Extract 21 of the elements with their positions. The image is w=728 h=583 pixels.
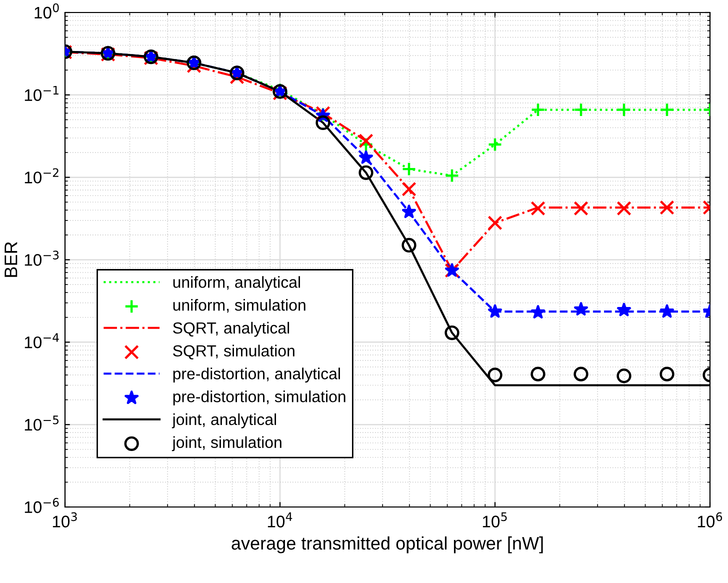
x-axis-title: average transmitted optical power [nW]	[232, 536, 543, 554]
x-tick-label: 10$^{5}$	[482, 512, 507, 528]
y-axis-title: BER	[4, 242, 18, 277]
y-tick-label: 10$^{−6}$	[24, 498, 59, 514]
legend-label: SQRT, simulation	[173, 344, 294, 360]
y-tick-label: 10$^{−3}$	[24, 250, 59, 266]
legend-label: joint, simulation	[172, 436, 282, 452]
y-tick-label: 10$^{−2}$	[24, 168, 58, 184]
y-tick-label: 10$^{0}$	[34, 3, 59, 19]
legend-label: uniform, simulation	[173, 299, 306, 313]
y-tick-label: 10$^{−1}$	[24, 86, 58, 102]
x-tick-label: 10$^{3}$	[52, 512, 77, 528]
legend-label: pre-distortion, analytical	[173, 368, 340, 383]
x-tick-label: 10$^{6}$	[698, 512, 722, 528]
y-tick-label: 10$^{−4}$	[24, 333, 59, 348]
legend-label: joint, analytical	[172, 413, 276, 428]
x-tick-label: 10$^{4}$	[268, 512, 292, 528]
legend-label: pre-distortion, simulation	[173, 390, 346, 406]
legend-label: SQRT, analytical	[173, 322, 290, 337]
legend-label: uniform, analytical	[173, 276, 300, 292]
y-tick-label: 10$^{−5}$	[24, 416, 59, 431]
